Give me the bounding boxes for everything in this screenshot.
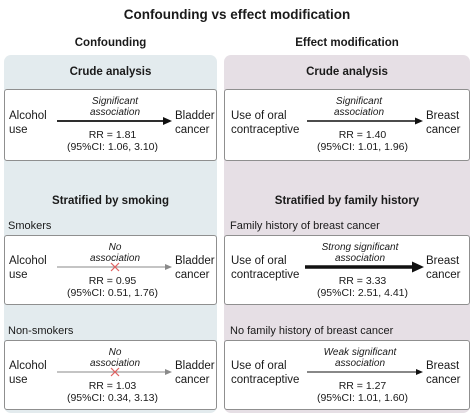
right-arrow-icon [307,369,423,375]
cross-icon [110,367,120,377]
association-label: No association [89,242,141,264]
outcome-label: Breast cancer [426,360,461,386]
confounding-heading: Confounding [74,37,147,49]
exposure-label: Use of oral contraceptive [231,360,300,386]
confounding-crude-card: Alcohol use Significant association Bladde… [4,89,217,161]
stratum-card-no-family-history: Use of oral contraceptive Weak significan… [224,340,470,410]
right-arrow-icon [57,262,172,272]
exposure-label: Use of oral contraceptive [231,110,300,136]
outcome-label: Breast cancer [426,255,461,281]
confidence-interval: (95%CI: 1.01, 1.96) [316,141,409,153]
effect-modification-heading: Effect modification [295,37,399,49]
outcome-label: Bladder cancer [175,110,215,136]
risk-ratio: RR = 1.03 [88,380,137,392]
confidence-interval: (95%CI: 1.06, 3.10) [66,141,159,153]
confounding-crude-title: Crude analysis [69,66,152,78]
right-arrow-icon [57,117,172,125]
effect-crude-title: Crude analysis [306,66,388,78]
figure-title: Confounding vs effect modification [123,7,351,22]
confidence-interval: (95%CI: 2.51, 4.41) [316,287,409,299]
outcome-label: Bladder cancer [175,360,215,386]
association-label: Significant association [89,96,141,118]
outcome-label: Breast cancer [426,110,461,136]
exposure-label: Alcohol use [9,110,47,136]
risk-ratio: RR = 0.95 [88,275,137,287]
stratum-label-smokers: Smokers [8,220,52,232]
risk-ratio: RR = 1.40 [338,129,387,141]
risk-ratio: RR = 3.33 [338,275,387,287]
stratum-label-family-history: Family history of breast cancer [230,220,380,232]
stratum-label-non-smokers: Non-smokers [8,325,74,337]
association-label: Weak significant association [323,347,397,369]
exposure-label: Use of oral contraceptive [231,255,300,281]
stratum-card-smokers: Alcohol use No association Bladder cancer R… [4,235,217,305]
confounding-stratified-title: Stratified by smoking [52,195,169,207]
stratum-card-non-smokers: Alcohol use No association Bladder cancer R… [4,340,217,410]
exposure-label: Alcohol use [9,255,47,281]
association-label: No association [89,347,141,369]
risk-ratio: RR = 1.81 [88,129,137,141]
risk-ratio: RR = 1.27 [338,380,387,392]
effect-stratified-title: Stratified by family history [274,195,420,207]
stratum-card-family-history: Use of oral contraceptive Strong signific… [224,235,470,305]
cross-icon [110,262,120,272]
confidence-interval: (95%CI: 0.51, 1.76) [66,287,159,299]
association-label: Strong significant association [321,242,399,264]
association-label: Significant association [333,96,385,118]
confidence-interval: (95%CI: 0.34, 3.13) [66,392,159,404]
outcome-label: Bladder cancer [175,255,215,281]
right-arrow-icon [57,367,172,377]
confidence-interval: (95%CI: 1.01, 1.60) [316,392,409,404]
exposure-label: Alcohol use [9,360,47,386]
right-arrow-icon [305,261,424,273]
effect-crude-card: Use of oral contraceptive Significant asso… [224,89,470,161]
stratum-label-no-family-history: No family history of breast cancer [230,325,394,337]
right-arrow-icon [307,117,423,125]
